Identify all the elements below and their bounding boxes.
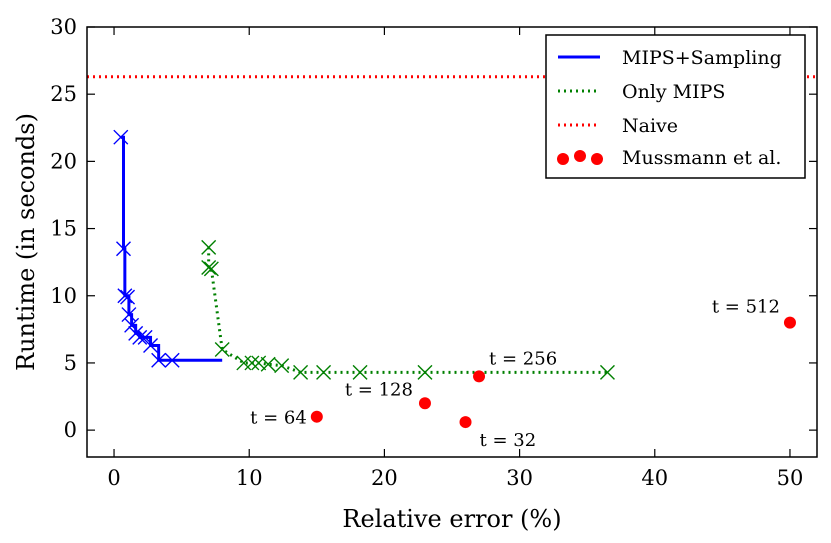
mussmann-point [418, 397, 431, 410]
marker-only-mips [260, 356, 276, 372]
series-line-mips-sampling [120, 135, 223, 362]
marker-mips-sampling [124, 317, 140, 333]
x-tick-label: 40 [641, 466, 668, 490]
series-layer [87, 75, 817, 380]
x-tick-label: 20 [371, 466, 398, 490]
x-tick-label: 0 [107, 466, 120, 490]
y-tick-label: 15 [50, 217, 77, 241]
legend-entry-only-mips: Only MIPS [558, 81, 725, 103]
ticks-layer: 0 10 20 30 40 50 0 5 10 15 20 25 30 [50, 15, 817, 490]
y-tick-label: 5 [64, 351, 77, 375]
marker-mips-sampling [164, 352, 180, 368]
mussmann-point-label: t = 256 [489, 348, 557, 369]
series-line-only-mips [207, 247, 608, 374]
points-layer [310, 316, 796, 429]
marker-only-mips [352, 364, 368, 380]
marker-only-mips [236, 355, 252, 371]
marker-only-mips [316, 364, 332, 380]
marker-only-mips [244, 355, 260, 371]
marker-mips-sampling [132, 329, 148, 345]
marker-only-mips [251, 355, 267, 371]
legend-swatch-mussmann-dot [557, 153, 569, 165]
x-axis-label: Relative error (%) [342, 505, 561, 533]
legend-label-only-mips: Only MIPS [622, 81, 725, 103]
legend-label-mips-sampling: MIPS+Sampling [622, 47, 782, 69]
y-tick-label: 10 [50, 284, 77, 308]
mussmann-point-label: t = 512 [712, 297, 780, 318]
legend-box [545, 34, 806, 179]
marker-only-mips [214, 342, 230, 357]
legend-entry-mussmann: Mussmann et al. [557, 147, 781, 169]
marker-only-mips [201, 260, 217, 276]
marker-mips-sampling [121, 307, 137, 323]
x-tick-label: 30 [506, 466, 533, 490]
y-tick-label: 25 [50, 82, 77, 106]
marker-mips-sampling [120, 289, 136, 305]
mussmann-point-label: t = 64 [250, 408, 307, 429]
y-tick-label: 0 [64, 418, 77, 442]
marker-mips-sampling [143, 337, 159, 353]
x-tick-label: 50 [777, 466, 804, 490]
y-axis-label: Runtime (in seconds) [12, 113, 40, 371]
legend-swatch-mussmann-dot [574, 150, 586, 162]
marker-only-mips [201, 239, 217, 255]
marker-only-mips [293, 364, 309, 380]
mussmann-point [473, 370, 486, 383]
legend-entry-naive: Naive [558, 115, 678, 137]
mussmann-point-label: t = 32 [480, 430, 537, 451]
legend-entry-mips-sampling: MIPS+Sampling [558, 47, 782, 69]
legend-label-naive: Naive [622, 115, 678, 137]
marker-only-mips [203, 261, 219, 277]
plot-frame [86, 26, 818, 458]
marker-mips-sampling [151, 352, 167, 368]
mussmann-point [459, 416, 472, 429]
marker-only-mips [274, 358, 290, 374]
y-tick-label: 30 [50, 15, 77, 39]
legend-label-mussmann: Mussmann et al. [622, 147, 781, 169]
x-tick-label: 10 [236, 466, 263, 490]
marker-mips-sampling [137, 329, 153, 345]
marker-mips-sampling [113, 129, 129, 145]
marker-mips-sampling [117, 288, 133, 304]
legend-swatch-mussmann-dot [591, 153, 603, 165]
mussmann-point-label: t = 128 [345, 379, 413, 400]
legend: MIPS+Sampling Only MIPS Naive Mussmann e… [545, 34, 806, 179]
marker-only-mips [599, 364, 615, 380]
mussmann-point [783, 316, 796, 329]
y-tick-label: 20 [50, 149, 77, 173]
mussmann-point [310, 410, 323, 423]
marker-mips-sampling [116, 241, 131, 257]
marker-only-mips [417, 364, 433, 380]
annotation-layer: t = 64 t = 32 t = 128 t = 256 t = 512 [250, 297, 780, 451]
